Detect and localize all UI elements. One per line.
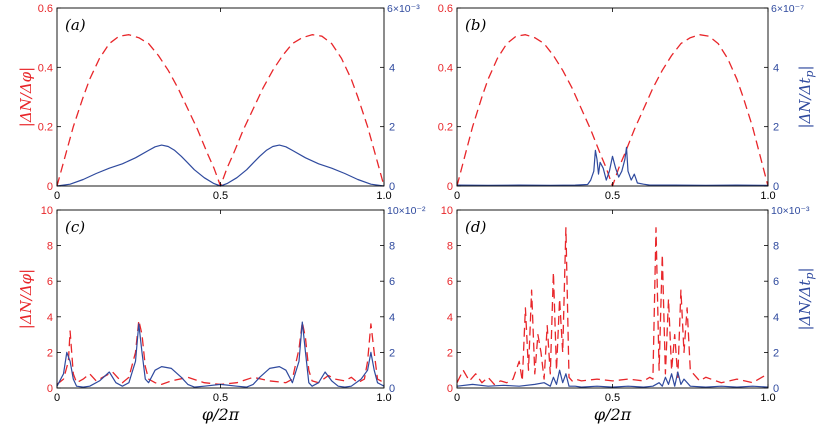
x-tick-label: 0: [454, 190, 460, 202]
y-left-tick-label: 0: [47, 383, 53, 395]
y-left-tick-label: 4: [47, 312, 53, 324]
y-left-tick-label: 0.6: [38, 3, 53, 15]
red-dashed-series-line: [456, 227, 769, 386]
y-right-axis-label: |ΔN/Δtp|: [796, 267, 816, 330]
chart-panel-d: 0 0.5 1.002468100246810×10⁻³(d)|ΔN/Δtp|φ/2…: [441, 205, 816, 424]
y-right-tick-label: 8: [389, 241, 395, 253]
red-dashed-series-line: [456, 34, 769, 187]
y-right-tick-label: 0: [773, 383, 779, 395]
x-axis-label: φ/2π: [202, 405, 240, 424]
y-right-tick-label: 2: [389, 347, 395, 359]
x-tick-label: 1.0: [760, 392, 775, 404]
y-left-axis-label: |ΔN/Δφ|: [17, 269, 35, 329]
y-right-tick-label: 2: [389, 122, 395, 134]
panel-label: (d): [465, 218, 486, 236]
y-right-tick-label: 4: [773, 312, 779, 324]
plot-frame: [56, 209, 385, 389]
x-tick-label: 0: [454, 392, 460, 404]
y-left-axis-label: |ΔN/Δφ|: [17, 67, 35, 127]
x-tick-label: 1.0: [760, 190, 775, 202]
y-left-tick-label: 10: [41, 205, 53, 217]
x-tick-label: 1.0: [376, 392, 391, 404]
y-left-tick-label: 2: [47, 347, 53, 359]
red-dashed-series-line: [56, 34, 385, 187]
x-tick-label: 0.5: [605, 392, 620, 404]
y-right-multiplier: 10×10⁻²: [387, 205, 426, 217]
y-right-tick-label: 0: [389, 383, 395, 395]
y-left-tick-label: 0: [447, 181, 453, 193]
y-right-tick-label: 6: [773, 276, 779, 288]
y-right-multiplier: 10×10⁻³: [771, 205, 810, 217]
blue-solid-series-line: [456, 369, 769, 388]
plot-frame: [56, 7, 385, 187]
x-tick-label: 0.5: [605, 190, 620, 202]
y-left-tick-label: 8: [447, 241, 453, 253]
y-right-axis-label: |ΔN/Δtp|: [796, 65, 816, 128]
y-left-tick-label: 0.4: [438, 62, 453, 74]
x-tick-label: 1.0: [376, 190, 391, 202]
y-right-multiplier: 6×10⁻⁷: [771, 3, 804, 15]
x-tick-label: 0: [54, 392, 60, 404]
y-left-tick-label: 0: [47, 181, 53, 193]
y-left-tick-label: 0.2: [438, 122, 453, 134]
y-right-tick-label: 0: [773, 181, 779, 193]
y-right-tick-label: 2: [773, 122, 779, 134]
y-right-tick-label: 8: [773, 241, 779, 253]
y-left-tick-label: 2: [447, 347, 453, 359]
y-left-tick-label: 8: [47, 241, 53, 253]
plot-frame: [456, 209, 769, 389]
y-left-tick-label: 10: [441, 205, 453, 217]
red-dashed-series-line: [56, 319, 385, 386]
y-left-tick-label: 0.2: [38, 122, 53, 134]
plot-frame: [456, 7, 769, 187]
y-left-tick-label: 4: [447, 312, 453, 324]
panel-label: (b): [465, 16, 486, 34]
y-right-tick-label: 2: [773, 347, 779, 359]
blue-solid-series-line: [456, 146, 769, 186]
y-right-tick-label: 4: [389, 62, 395, 74]
y-right-tick-label: 0: [389, 181, 395, 193]
y-right-tick-label: 6: [389, 276, 395, 288]
y-right-tick-label: 4: [389, 312, 395, 324]
y-left-tick-label: 6: [447, 276, 453, 288]
y-left-tick-label: 0.4: [38, 62, 53, 74]
panel-label: (c): [65, 218, 85, 236]
x-axis-label: φ/2π: [594, 405, 632, 424]
x-tick-label: 0: [54, 190, 60, 202]
y-left-tick-label: 0: [447, 383, 453, 395]
x-tick-label: 0.5: [213, 392, 228, 404]
x-tick-label: 0.5: [213, 190, 228, 202]
y-left-tick-label: 6: [47, 276, 53, 288]
y-left-tick-label: 0.6: [438, 3, 453, 15]
blue-solid-series-line: [56, 144, 385, 187]
blue-solid-series-line: [56, 321, 385, 388]
y-right-multiplier: 6×10⁻³: [387, 3, 420, 15]
panel-label: (a): [65, 16, 86, 34]
y-right-tick-label: 4: [773, 62, 779, 74]
